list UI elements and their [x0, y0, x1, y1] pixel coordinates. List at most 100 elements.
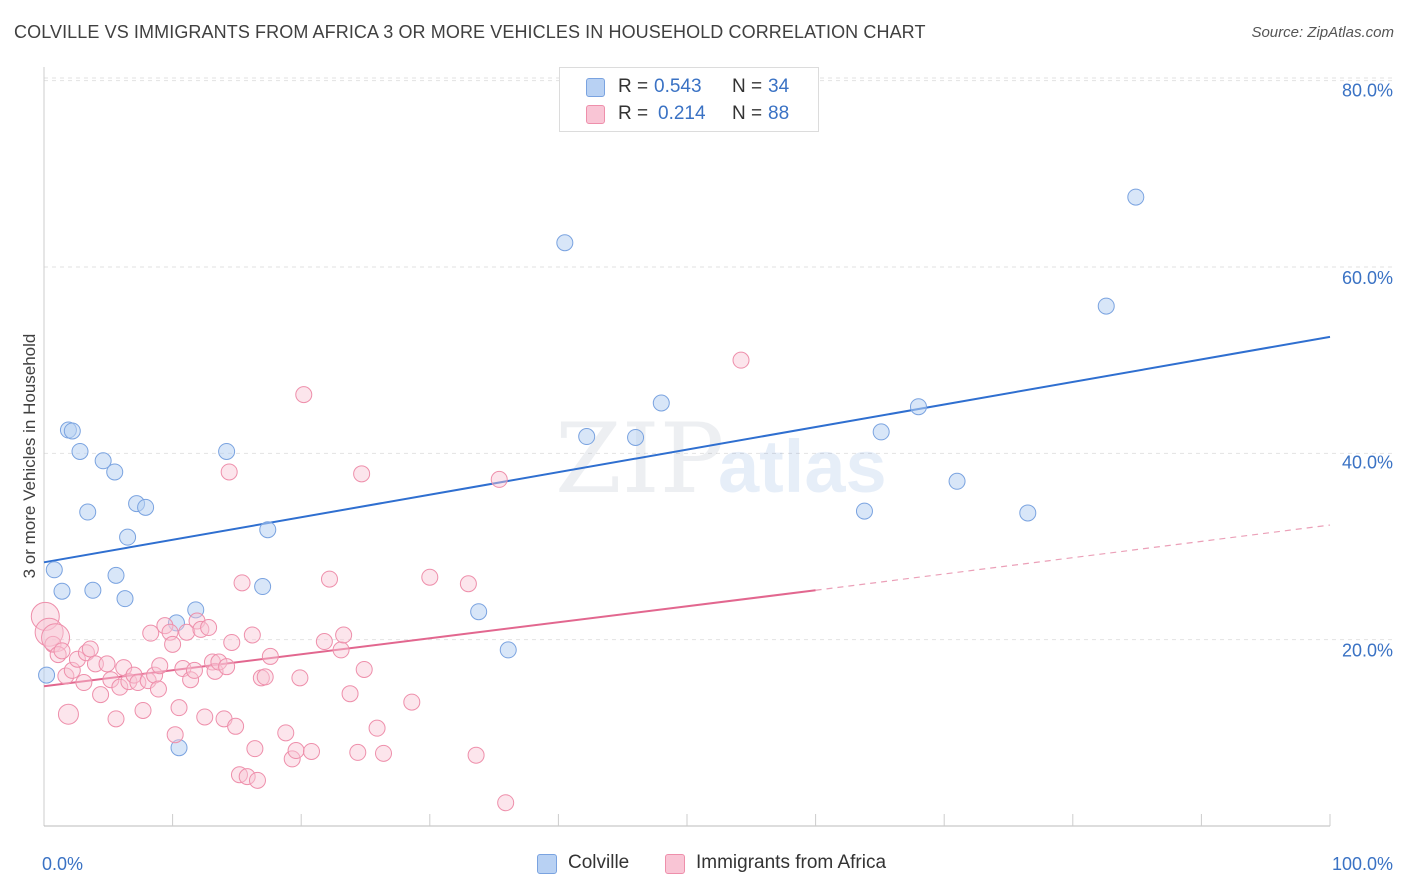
- x-tick-label-min: 0.0%: [42, 854, 83, 874]
- africa-point: [223, 633, 241, 651]
- africa-point: [421, 568, 439, 586]
- africa-point: [248, 771, 266, 789]
- africa-point: [341, 685, 359, 703]
- africa-point: [375, 744, 393, 762]
- africa-legend-swatch: [665, 854, 685, 874]
- africa-r-value: 0.214: [658, 103, 706, 124]
- africa-point: [315, 633, 333, 651]
- africa-point: [287, 742, 305, 760]
- colville-point: [627, 428, 645, 446]
- stats-legend: R = 0.543 N = 34 R = 0.214 N = 88: [559, 67, 819, 132]
- africa-point: [227, 717, 245, 735]
- africa-point: [332, 641, 350, 659]
- africa-point: [81, 640, 99, 658]
- colville-point: [94, 452, 112, 470]
- colville-point: [259, 521, 277, 539]
- colville-point: [909, 398, 927, 416]
- africa-point: [233, 574, 251, 592]
- colville-r-value: 0.543: [654, 76, 702, 97]
- colville-point: [79, 503, 97, 521]
- colville-point: [84, 581, 102, 599]
- colville-point: [38, 666, 56, 684]
- y-tick-label: 60.0%: [1342, 268, 1393, 288]
- colville-point: [116, 590, 134, 608]
- colville-point: [170, 739, 188, 757]
- colville-legend-label: Colville: [568, 852, 630, 873]
- africa-point: [63, 661, 81, 679]
- colville-point: [652, 394, 670, 412]
- tick-labels: 20.0% 40.0% 60.0% 80.0% 0.0% 100.0%: [42, 81, 1393, 874]
- africa-swatch: [586, 105, 605, 124]
- africa-legend-label: Immigrants from Africa: [696, 852, 887, 873]
- africa-point: [57, 667, 75, 685]
- colville-point: [45, 561, 63, 579]
- colville-point: [948, 472, 966, 490]
- africa-point: [111, 678, 129, 696]
- y-tick-label: 20.0%: [1342, 641, 1393, 661]
- africa-point: [34, 617, 64, 647]
- africa-point: [149, 680, 167, 698]
- colville-point: [71, 442, 89, 460]
- africa-point: [335, 626, 353, 644]
- africa-point: [459, 575, 477, 593]
- africa-point: [185, 661, 203, 679]
- colville-swatch: [586, 78, 605, 97]
- africa-trend-line: [43, 589, 816, 688]
- africa-point: [200, 619, 218, 637]
- colville-point: [63, 422, 81, 440]
- colville-point: [218, 442, 236, 460]
- africa-point: [291, 669, 309, 687]
- n-label: N =: [732, 103, 763, 124]
- colville-point: [499, 641, 517, 659]
- colville-point: [53, 582, 71, 600]
- africa-point: [277, 724, 295, 742]
- africa-point: [349, 743, 367, 761]
- africa-point: [243, 626, 261, 644]
- colville-point: [556, 234, 574, 252]
- source-credit: Source: ZipAtlas.com: [1251, 24, 1394, 41]
- africa-point: [403, 693, 421, 711]
- r-label: R =: [618, 103, 649, 124]
- africa-point: [68, 650, 86, 668]
- colville-point: [119, 528, 137, 546]
- africa-point: [261, 647, 279, 665]
- africa-point: [256, 668, 274, 686]
- africa-point: [170, 699, 188, 717]
- africa-point: [86, 655, 104, 673]
- africa-point: [178, 623, 196, 641]
- trend-lines: [43, 335, 1331, 688]
- africa-point: [467, 746, 485, 764]
- africa-point: [146, 666, 164, 684]
- africa-point: [182, 671, 200, 689]
- africa-point: [53, 642, 71, 660]
- africa-point: [355, 660, 373, 678]
- africa-point: [98, 655, 116, 673]
- africa-point: [283, 750, 301, 768]
- colville-legend-swatch: [537, 854, 557, 874]
- africa-point: [302, 742, 320, 760]
- africa-point: [218, 658, 236, 676]
- africa-trend-extension: [815, 524, 1331, 591]
- africa-point: [75, 674, 93, 692]
- colville-point: [470, 603, 488, 621]
- y-tick-label: 80.0%: [1342, 81, 1393, 101]
- africa-point: [246, 740, 264, 758]
- africa-point: [107, 710, 125, 728]
- colville-point: [1097, 297, 1115, 315]
- watermark-atlas: atlas: [718, 425, 887, 508]
- africa-point: [368, 719, 386, 737]
- africa-point: [151, 657, 169, 675]
- colville-point: [107, 566, 125, 584]
- gridlines: [44, 77, 1393, 641]
- africa-point: [44, 635, 62, 653]
- colville-n-value: 34: [768, 76, 790, 97]
- r-label: R =: [618, 76, 649, 97]
- colville-point: [578, 428, 596, 446]
- axes: [43, 67, 1331, 827]
- data-points: [30, 188, 1145, 812]
- africa-point: [129, 674, 147, 692]
- africa-point: [320, 570, 338, 588]
- y-axis-title: 3 or more Vehicles in Household: [20, 334, 39, 579]
- watermark-zip: ZIP: [555, 403, 724, 515]
- africa-point: [57, 703, 79, 725]
